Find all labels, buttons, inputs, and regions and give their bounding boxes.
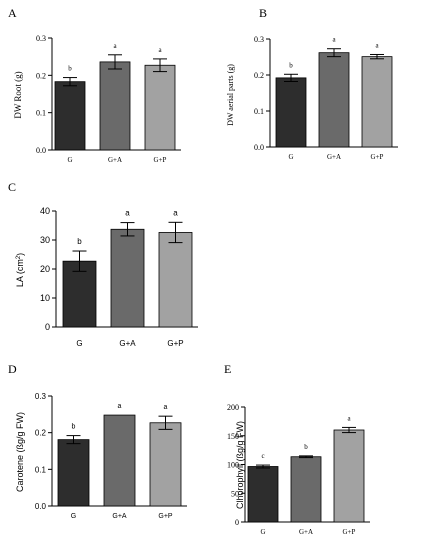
y-tick-label: 0.3: [36, 34, 46, 43]
bar: [158, 232, 193, 328]
x-tick-label: G: [288, 153, 293, 161]
chart-panel-d: D Carotene (ßg/g FW) 0.0 0.1 0.2 0.3 b Ga G+A a…: [8, 362, 187, 520]
bar: [361, 56, 393, 148]
plot-area: 0 10 20 30 40 b Ga G+A a G+P: [40, 206, 198, 348]
y-tick-label: 150: [227, 432, 239, 441]
x-tick-label: G+P: [343, 528, 356, 536]
y-tick-label: 0: [45, 322, 50, 332]
x-tick-label: G+A: [327, 153, 341, 161]
panel-letter: A: [8, 6, 17, 20]
y-tick-label: 0.0: [254, 143, 264, 152]
x-tick-label: G+A: [119, 339, 136, 348]
plot-area: 0.0 0.1 0.2 0.3 b Ga G+A a G+P: [36, 34, 181, 164]
x-tick-label: G+P: [167, 339, 183, 348]
y-tick-label: 0.2: [35, 429, 47, 438]
panel-letter: D: [8, 362, 17, 376]
x-tick-label: G+P: [158, 513, 173, 520]
y-tick-label: 0.3: [254, 35, 264, 44]
significance-letter: b: [304, 443, 308, 451]
bar: [275, 77, 307, 148]
bar: [110, 228, 145, 328]
bar: [149, 422, 182, 507]
x-tick-label: G: [67, 156, 72, 164]
y-tick-label: 100: [227, 461, 239, 470]
chart-panel-c: C LA (cm2) 0 10 20 30 40 b Ga G+A a G+P: [8, 180, 198, 348]
bar: [62, 260, 97, 328]
panel-letter: E: [224, 362, 231, 376]
y-tick-label: 0: [235, 518, 239, 527]
y-tick-label: 200: [227, 403, 239, 412]
y-tick-label: 10: [40, 293, 50, 303]
chart-panel-b: B DW aerial parts (g) 0.0 0.1 0.2 0.3 b Ga G+A…: [226, 6, 398, 161]
y-axis-label-close: ): [15, 253, 25, 256]
x-tick-label: G+A: [108, 156, 122, 164]
significance-letter: a: [113, 42, 117, 50]
y-axis-label-main: LA (cm: [15, 259, 25, 287]
chart-panel-a: A DW Root (g) 0.0 0.1 0.2 0.3 b Ga G+A a G+P: [8, 6, 181, 164]
y-axis-label: LA (cm2): [15, 253, 25, 287]
y-tick-label: 0.0: [35, 502, 47, 511]
significance-letter: a: [332, 36, 336, 44]
y-tick-label: 40: [40, 206, 50, 216]
y-axis-label: DW aerial parts (g): [226, 64, 235, 126]
x-tick-label: G: [71, 513, 76, 520]
bar: [103, 414, 136, 507]
y-tick-label: 0.1: [254, 107, 264, 116]
significance-letter: b: [77, 237, 82, 246]
x-tick-label: G+P: [371, 153, 384, 161]
plot-area: 0.0 0.1 0.2 0.3 b Ga G+A a G+P: [35, 392, 187, 520]
y-tick-label: 0.2: [254, 71, 264, 80]
y-tick-label: 0.0: [36, 146, 46, 155]
x-tick-label: G+A: [299, 528, 313, 536]
plot-area: 0.0 0.1 0.2 0.3 b Ga G+A a G+P: [254, 35, 398, 161]
significance-letter: c: [261, 452, 264, 460]
significance-letter: a: [158, 46, 162, 54]
bar: [144, 64, 176, 151]
bar: [54, 81, 86, 151]
bar: [247, 466, 279, 523]
significance-letter: b: [289, 61, 293, 69]
y-axis-label: Carotene (ßg/g FW): [15, 412, 25, 492]
y-axis-label-sup: 2: [16, 255, 22, 259]
panel-letter: C: [8, 180, 16, 194]
y-tick-label: 0.1: [36, 109, 46, 118]
y-tick-label: 0.1: [35, 465, 47, 474]
y-tick-label: 20: [40, 264, 50, 274]
significance-letter: a: [118, 403, 122, 410]
x-tick-label: G+P: [154, 156, 167, 164]
y-axis-label: Clhorophyll (ßg/g FW): [235, 421, 245, 509]
bar: [333, 429, 365, 523]
significance-letter: a: [173, 208, 178, 217]
y-tick-label: 0.3: [35, 392, 47, 401]
x-tick-label: G: [76, 339, 82, 348]
bar: [318, 52, 350, 148]
bar: [57, 439, 90, 507]
significance-letter: a: [347, 414, 351, 422]
x-tick-label: G: [260, 528, 265, 536]
bar: [99, 61, 131, 151]
bar: [290, 456, 322, 523]
significance-letter: a: [125, 209, 130, 218]
significance-letter: b: [68, 65, 72, 73]
y-axis-label: DW Root (g): [13, 71, 23, 118]
y-tick-label: 0.2: [36, 71, 46, 80]
panel-letter: B: [259, 6, 267, 20]
significance-letter: a: [375, 41, 379, 49]
chart-panel-e: E Clhorophyll (ßg/g FW) 0 50 100 150 200 c Gb G…: [224, 362, 370, 536]
plot-area: 0 50 100 150 200 c Gb G+A a G+P: [227, 403, 370, 536]
significance-letter: a: [164, 404, 168, 411]
significance-letter: b: [72, 424, 76, 431]
y-tick-label: 50: [231, 489, 239, 498]
x-tick-label: G+A: [112, 513, 127, 520]
y-tick-label: 30: [40, 235, 50, 245]
